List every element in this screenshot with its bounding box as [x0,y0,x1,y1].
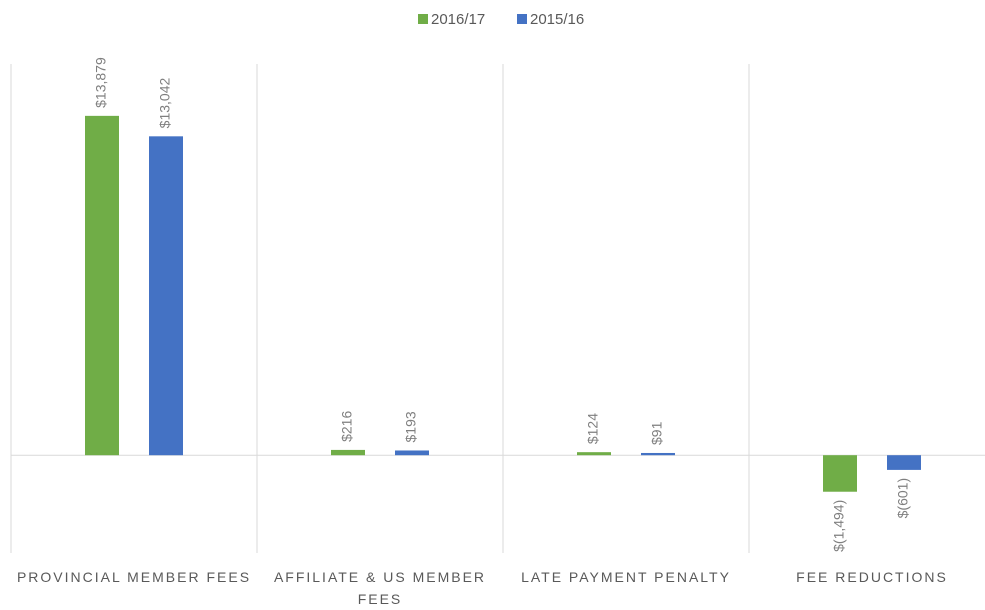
data-label: $216 [339,411,355,442]
bar [887,455,921,470]
bar [577,452,611,456]
bar [823,455,857,492]
data-label: $13,042 [157,78,173,129]
x-tick-label: FEE REDUCTIONS [796,569,948,585]
data-label: $(601) [895,478,911,518]
bar [85,115,119,456]
bar [641,452,675,456]
data-label: $91 [649,421,665,445]
x-tick-label: PROVINCIAL MEMBER FEES [16,569,252,585]
data-label: $124 [585,413,601,444]
legend-swatch [517,14,527,24]
bar [331,449,365,456]
legend-swatch [418,14,428,24]
bar [149,136,183,456]
x-tick-label: AFFILIATE & US MEMBER FEES [273,569,487,607]
x-tick-label: LATE PAYMENT PENALTY [521,569,731,585]
legend-label: 2015/16 [530,11,584,28]
data-label: $(1,494) [831,500,847,552]
bar [395,450,429,456]
data-label: $13,879 [93,57,109,108]
data-label: $193 [403,411,419,442]
legend-label: 2016/17 [431,11,485,28]
